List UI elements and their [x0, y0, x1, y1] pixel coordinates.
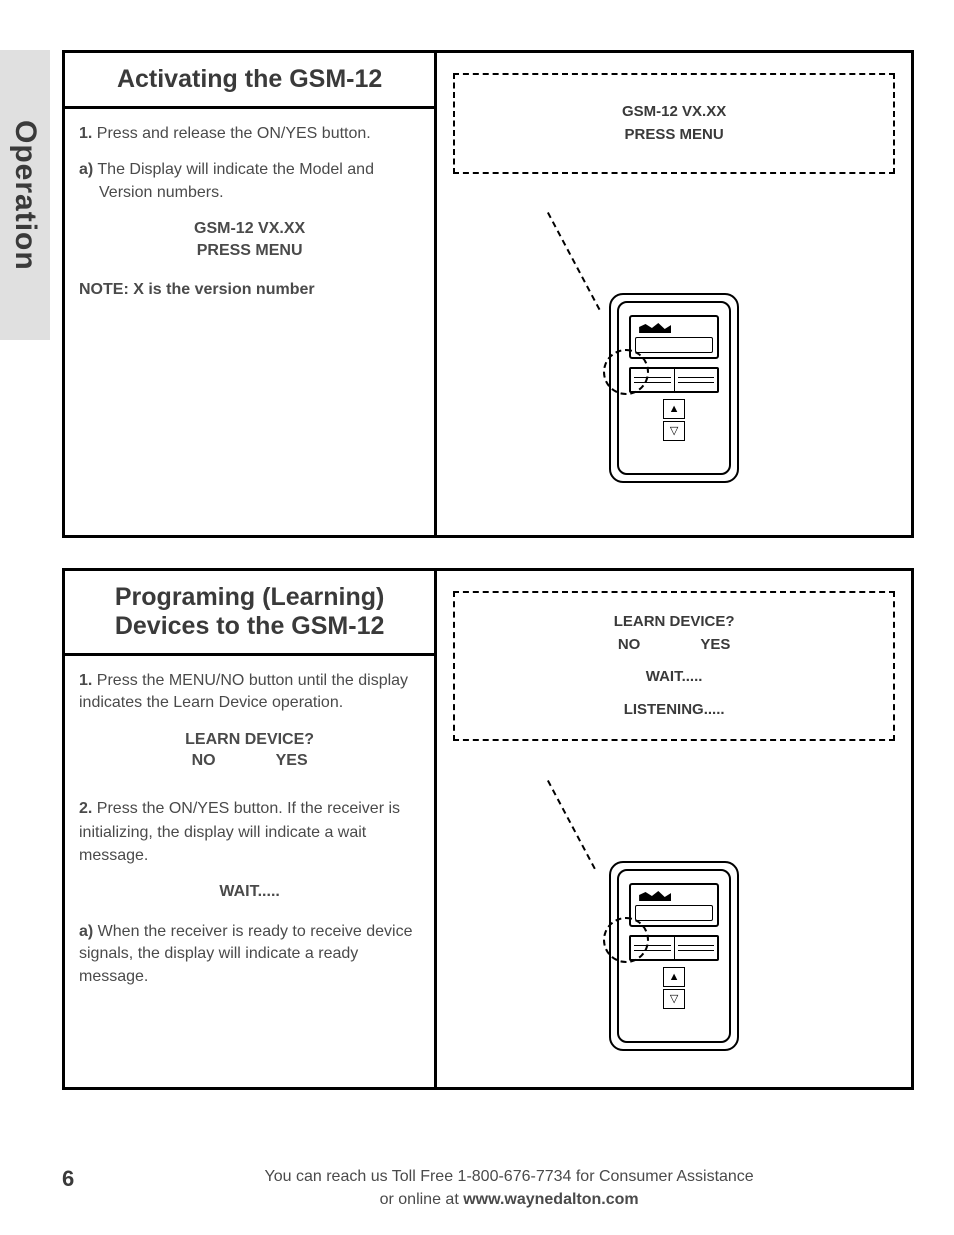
section1-title: Activating the GSM-12	[79, 65, 420, 94]
up-arrow-icon: ▲	[663, 399, 685, 419]
section2-body: 1. Press the MENU/NO button until the di…	[65, 656, 434, 1022]
callout-line: GSM-12 VX.XX	[465, 101, 883, 124]
callout-line: LEARN DEVICE?	[465, 611, 883, 634]
section2-callout: LEARN DEVICE? NO YES WAIT..... LISTENING…	[453, 591, 895, 741]
device-button	[675, 369, 718, 391]
page-content: Activating the GSM-12 1. Press and relea…	[62, 50, 914, 1120]
page-footer: 6 You can reach us Toll Free 1-800-676-7…	[62, 1166, 914, 1211]
section2-left: Programing (Learning) Devices to the GSM…	[65, 571, 437, 1087]
section1-step1: 1. Press and release the ON/YES button.	[79, 123, 420, 145]
section2-step2-cont: initializing, the display will indicate …	[79, 822, 420, 867]
side-tab-label: Operation	[8, 120, 42, 271]
leader-line	[547, 780, 596, 869]
callout-row: NO YES	[618, 634, 731, 657]
section-activating: Activating the GSM-12 1. Press and relea…	[62, 50, 914, 538]
substep-letter: a)	[79, 161, 93, 178]
section1-note: NOTE: X is the version number	[79, 279, 420, 301]
device-logo	[639, 891, 671, 901]
section2-title-cell: Programing (Learning) Devices to the GSM…	[65, 571, 434, 656]
device-button	[675, 937, 718, 959]
section1-body: 1. Press and release the ON/YES button. …	[65, 109, 434, 336]
title-line: Devices to the GSM-12	[115, 612, 385, 640]
section1-left: Activating the GSM-12 1. Press and relea…	[65, 53, 437, 535]
device-lcd	[635, 337, 713, 353]
section1-callout: GSM-12 VX.XX PRESS MENU	[453, 73, 895, 174]
step-text: Press the ON/YES button. If the receiver…	[92, 800, 400, 817]
side-tab: Operation	[0, 50, 50, 340]
device-illustration: ▲ ▽	[609, 293, 739, 483]
device-illustration: ▲ ▽	[609, 861, 739, 1051]
callout-yes: YES	[700, 634, 730, 657]
substep-letter: a)	[79, 923, 93, 940]
footer-url: www.waynedalton.com	[463, 1191, 638, 1208]
circle-callout	[603, 349, 649, 395]
display-yes: YES	[276, 750, 308, 772]
device-top-panel	[629, 883, 719, 927]
device-top-panel	[629, 315, 719, 359]
display-row: NO YES	[79, 750, 420, 772]
substep-cont: Version numbers.	[79, 182, 420, 204]
down-arrow-icon: ▽	[663, 989, 685, 1009]
device-lcd	[635, 905, 713, 921]
section2-step-a: a) When the receiver is ready to receive…	[79, 921, 420, 988]
section1-step-a: a) The Display will indicate the Model a…	[79, 159, 420, 204]
circle-callout	[603, 917, 649, 963]
device-outline: ▲ ▽	[609, 861, 739, 1051]
display-line: PRESS MENU	[79, 240, 420, 262]
page-number: 6	[62, 1166, 74, 1192]
step-text: Press the MENU/NO button until the displ…	[79, 672, 408, 711]
down-arrow-icon: ▽	[663, 421, 685, 441]
device-logo	[639, 323, 671, 333]
display-line: GSM-12 VX.XX	[79, 218, 420, 240]
section-programming: Programing (Learning) Devices to the GSM…	[62, 568, 914, 1090]
step-number: 1.	[79, 672, 92, 689]
section1-right: GSM-12 VX.XX PRESS MENU	[437, 53, 911, 535]
device-arrow-buttons: ▲ ▽	[663, 967, 685, 1011]
section2-display1: LEARN DEVICE? NO YES	[79, 729, 420, 772]
footer-line2-pre: or online at	[380, 1191, 464, 1208]
step-number: 2.	[79, 800, 92, 817]
section1-display: GSM-12 VX.XX PRESS MENU	[79, 218, 420, 261]
callout-line: PRESS MENU	[465, 124, 883, 147]
display-line: LEARN DEVICE?	[79, 729, 420, 751]
substep-text: When the receiver is ready to receive de…	[79, 923, 413, 985]
callout-line: LISTENING.....	[465, 699, 883, 722]
footer-line1: You can reach us Toll Free 1-800-676-773…	[265, 1168, 754, 1185]
step-text: Press and release the ON/YES button.	[92, 125, 370, 142]
title-line: Programing (Learning)	[115, 583, 384, 611]
callout-line: WAIT.....	[465, 666, 883, 689]
section2-step1: 1. Press the MENU/NO button until the di…	[79, 670, 420, 715]
device-arrow-buttons: ▲ ▽	[663, 399, 685, 443]
step-number: 1.	[79, 125, 92, 142]
leader-line	[547, 212, 600, 310]
section1-title-cell: Activating the GSM-12	[65, 53, 434, 109]
up-arrow-icon: ▲	[663, 967, 685, 987]
display-no: NO	[192, 750, 216, 772]
section2-step2: 2. Press the ON/YES button. If the recei…	[79, 798, 420, 820]
section2-display2: WAIT.....	[79, 881, 420, 903]
substep-text: The Display will indicate the Model and	[93, 161, 374, 178]
callout-no: NO	[618, 634, 641, 657]
spacer	[465, 689, 883, 699]
spacer	[465, 656, 883, 666]
device-outline: ▲ ▽	[609, 293, 739, 483]
section2-title: Programing (Learning) Devices to the GSM…	[79, 583, 420, 641]
footer-text: You can reach us Toll Free 1-800-676-773…	[104, 1166, 914, 1211]
section2-right: LEARN DEVICE? NO YES WAIT..... LISTENING…	[437, 571, 911, 1087]
